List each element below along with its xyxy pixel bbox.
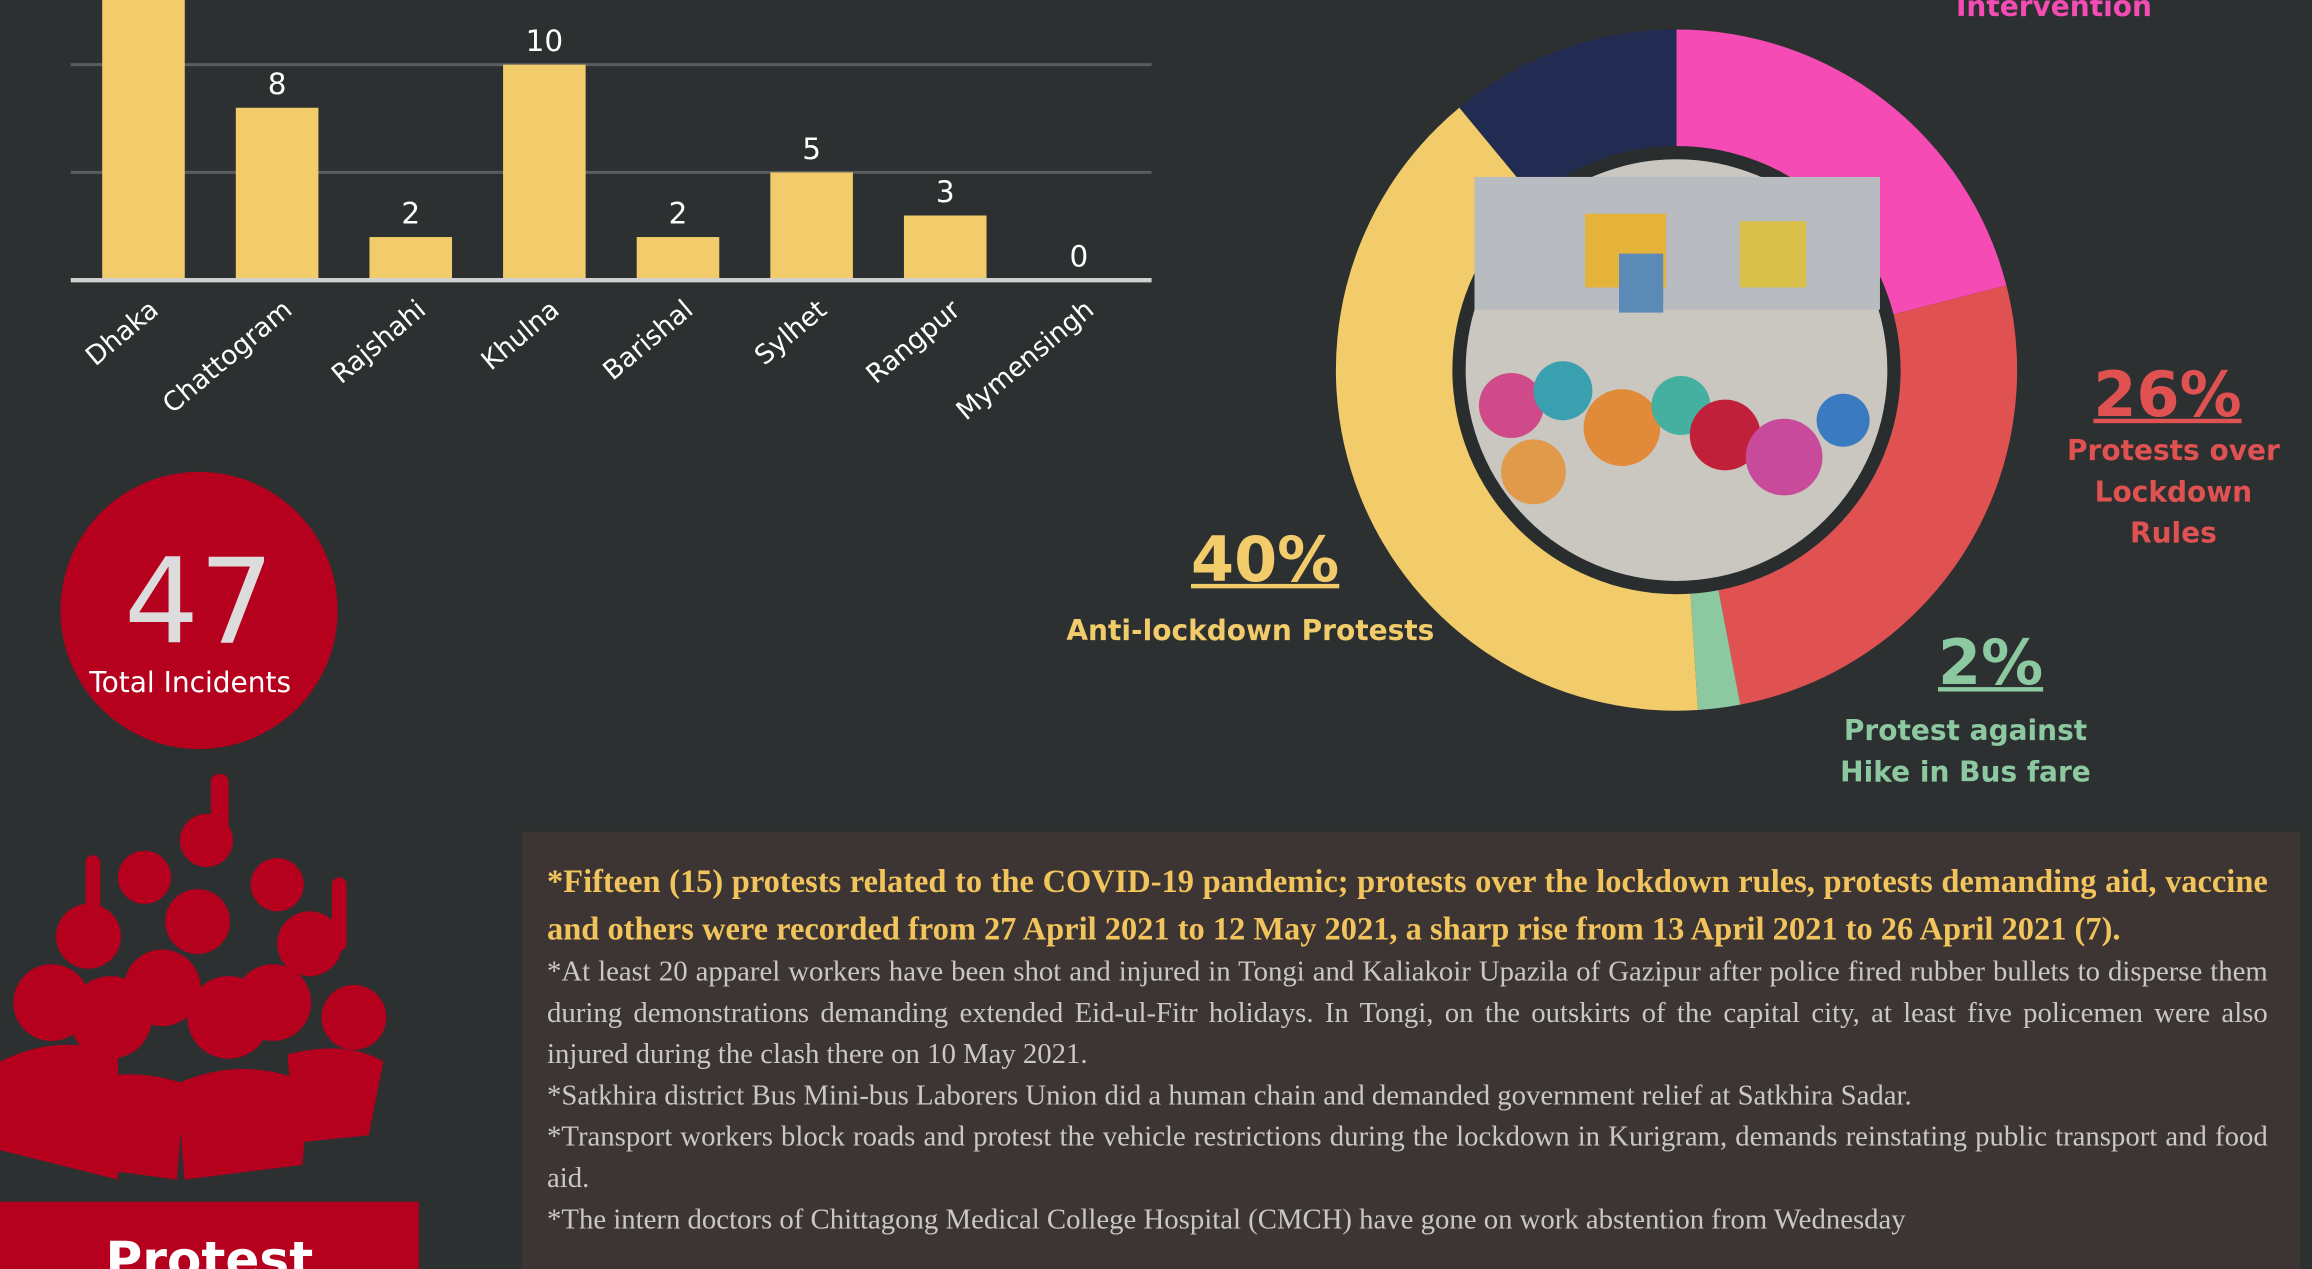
notes-headline: *Fifteen (15) protests related to the CO… (547, 862, 2268, 947)
donut-chart (1335, 29, 2018, 711)
segment-name: Intervention (1955, 0, 2152, 24)
segment-name: Protest against Hike in Bus fare (1840, 715, 2091, 789)
value-label: 3 (936, 175, 955, 209)
segment-value-label: 2% (1937, 626, 2044, 699)
bar (636, 237, 720, 281)
bar (102, 0, 185, 281)
value-label: 8 (268, 67, 287, 101)
x-tick-label: Rangpur (860, 294, 966, 390)
x-tick-label: Khulna (475, 294, 565, 377)
bar (369, 237, 453, 281)
total-badge: 47 Total Incidents (60, 471, 338, 750)
total-value: 47 (124, 534, 274, 671)
notes-item: *Transport workers block roads and prote… (547, 1122, 2268, 1195)
x-tick-label: Rajshahi (326, 294, 432, 390)
bar (503, 64, 586, 281)
segment-name: Protests over Lockdown Rules (2066, 434, 2280, 550)
segment-name: Anti-lockdown Protests (1066, 614, 1435, 648)
bar-chart: 17Dhaka8Chattogram2Rajshahi10Khulna2Bari… (70, 0, 1152, 427)
x-tick-label: Chattogram (157, 294, 298, 420)
x-tick-label: Barishal (597, 294, 699, 387)
x-tick-label: Sylhet (749, 294, 833, 371)
protest-icon (0, 774, 387, 1180)
notes-item: *Satkhira district Bus Mini-bus Laborers… (547, 1080, 1912, 1112)
donut-segment (1459, 29, 1677, 200)
bar (903, 215, 987, 281)
x-tick-label: Mymensingh (950, 294, 1100, 427)
value-label: 10 (526, 24, 564, 58)
notes-item: *At least 20 apparel workers have been s… (547, 956, 2268, 1071)
value-label: 2 (669, 196, 688, 230)
x-tick-label: Dhaka (80, 294, 165, 372)
value-label: 2 (401, 196, 420, 230)
bar (235, 107, 319, 281)
segment-value-label: 26% (2093, 358, 2242, 431)
donut-segment (1676, 29, 2007, 316)
donut-segment (1690, 587, 1741, 711)
donut-segment (1335, 107, 1698, 711)
segment-value-label: 40% (1190, 523, 1340, 596)
donut-segment (1717, 285, 2018, 705)
notes-item: *The intern doctors of Chittagong Medica… (547, 1204, 1906, 1236)
bar (770, 172, 853, 281)
notes-box: *Fifteen (15) protests related to the CO… (521, 831, 2301, 1269)
protest-button[interactable]: Protest (0, 1201, 419, 1269)
total-label: Total Incidents (88, 666, 291, 699)
value-label: 5 (802, 132, 821, 166)
value-label: 0 (1069, 240, 1088, 274)
center-photo (1452, 145, 1901, 595)
